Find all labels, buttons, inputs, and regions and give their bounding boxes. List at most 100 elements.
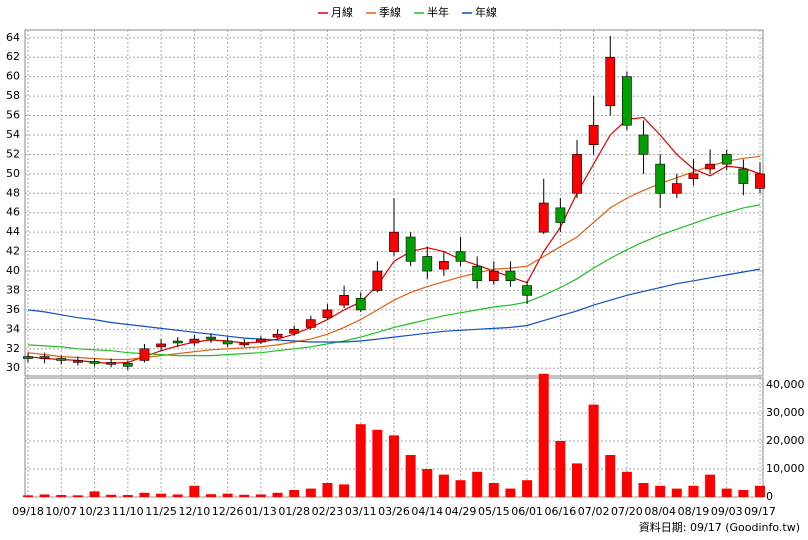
- volume-bar: [305, 488, 316, 497]
- ma-line: [27, 204, 761, 357]
- candle-body: [156, 343, 166, 348]
- candle-body: [622, 76, 632, 126]
- y-tick-label: 36: [6, 303, 20, 316]
- x-tick-label: 03/11: [345, 505, 377, 518]
- volume-bar: [23, 495, 33, 497]
- candle-body: [538, 202, 549, 233]
- x-tick-label: 12/10: [179, 505, 211, 518]
- volume-bar: [671, 488, 682, 497]
- candle-body: [89, 361, 100, 364]
- candle-body: [106, 362, 117, 365]
- candle-body: [522, 285, 532, 296]
- candle-body: [355, 297, 366, 311]
- candle-body: [56, 358, 67, 361]
- ma-line: [27, 116, 761, 365]
- volume-bar: [755, 485, 765, 497]
- x-tick-label: 01/13: [245, 505, 277, 518]
- candle-body: [189, 338, 200, 344]
- y-tick-label: 56: [6, 109, 20, 122]
- candle-body: [272, 333, 283, 338]
- x-tick-label: 06/01: [511, 505, 543, 518]
- x-tick-label: 07/20: [611, 505, 643, 518]
- candle-body: [555, 207, 566, 223]
- source-note: 資料日期: 09/17 (Goodinfo.tw): [639, 520, 800, 534]
- y-tick-label: 48: [6, 186, 20, 199]
- volume-bar: [588, 404, 599, 497]
- candle-body: [339, 295, 349, 306]
- volume-bar: [122, 495, 133, 497]
- volume-bar: [505, 488, 516, 497]
- candle-body: [256, 338, 266, 343]
- volume-bar: [272, 492, 283, 497]
- volume-bar: [538, 373, 549, 497]
- y-tick-label: 58: [6, 89, 20, 102]
- volume-bar: [206, 494, 216, 497]
- volume-bar: [255, 494, 266, 497]
- x-tick-label: 10/07: [45, 505, 77, 518]
- candle-body: [139, 348, 150, 361]
- y-tick-label: 62: [6, 50, 20, 63]
- y-tick-label: 40: [6, 264, 20, 277]
- candle-body: [655, 163, 666, 194]
- y-tick-label: 34: [6, 322, 20, 335]
- x-tick-label: 09/17: [744, 505, 776, 518]
- volume-bar: [172, 494, 183, 497]
- candle-body: [439, 261, 449, 270]
- x-tick-label: 11/10: [112, 505, 144, 518]
- x-tick-label: 06/16: [545, 505, 577, 518]
- candle-body: [73, 360, 83, 363]
- volume-bar: [638, 483, 649, 497]
- volume-bar: [372, 429, 383, 497]
- volume-bar: [555, 441, 566, 497]
- volume-bar: [455, 480, 466, 497]
- volume-bar: [39, 494, 50, 497]
- candle-body: [23, 356, 33, 359]
- candle-body: [39, 356, 50, 359]
- candle-body: [222, 340, 233, 345]
- volume-bar: [621, 471, 632, 497]
- y-tick-label: 60: [6, 70, 20, 83]
- candle-body: [738, 168, 749, 184]
- candle-body: [389, 231, 399, 252]
- volume-bar: [438, 474, 449, 497]
- candle-body: [572, 154, 582, 194]
- candle-body: [638, 134, 649, 155]
- candle-body: [206, 336, 216, 340]
- y-tick-label: 50: [6, 167, 20, 180]
- x-tick-label: 09/18: [12, 505, 44, 518]
- y2-tick-label: 0: [766, 490, 773, 503]
- volume-bar: [355, 424, 366, 497]
- legend-label: 半年: [427, 5, 449, 19]
- candle-body: [688, 173, 699, 180]
- y-tick-label: 30: [6, 361, 20, 374]
- candle-body: [289, 329, 300, 334]
- volume-bar: [721, 488, 732, 497]
- x-tick-label: 09/03: [711, 505, 743, 518]
- volume-bar: [56, 495, 67, 497]
- candle-body: [455, 251, 466, 262]
- y2-tick-label: 10,000: [766, 462, 805, 475]
- x-tick-label: 12/26: [212, 505, 244, 518]
- volume-bar: [389, 435, 399, 497]
- x-tick-label: 08/04: [644, 505, 676, 518]
- candle-body: [122, 363, 133, 367]
- y-tick-label: 32: [6, 342, 20, 355]
- volume-bar: [422, 469, 433, 497]
- volume-bar: [106, 494, 117, 497]
- candle-body: [705, 163, 715, 170]
- y-tick-label: 64: [6, 31, 20, 44]
- candle-body: [239, 342, 250, 346]
- volume-bar: [156, 493, 167, 497]
- x-tick-label: 10/23: [79, 505, 111, 518]
- candle-body: [172, 340, 183, 344]
- ma-line: [27, 268, 761, 343]
- candle-body: [322, 309, 333, 318]
- x-tick-label: 07/02: [578, 505, 610, 518]
- x-tick-label: 05/15: [478, 505, 510, 518]
- candle-body: [671, 183, 682, 194]
- y-tick-label: 38: [6, 283, 20, 296]
- candle-body: [405, 236, 416, 262]
- volume-bar: [472, 471, 483, 497]
- y2-tick-label: 40,000: [766, 378, 805, 391]
